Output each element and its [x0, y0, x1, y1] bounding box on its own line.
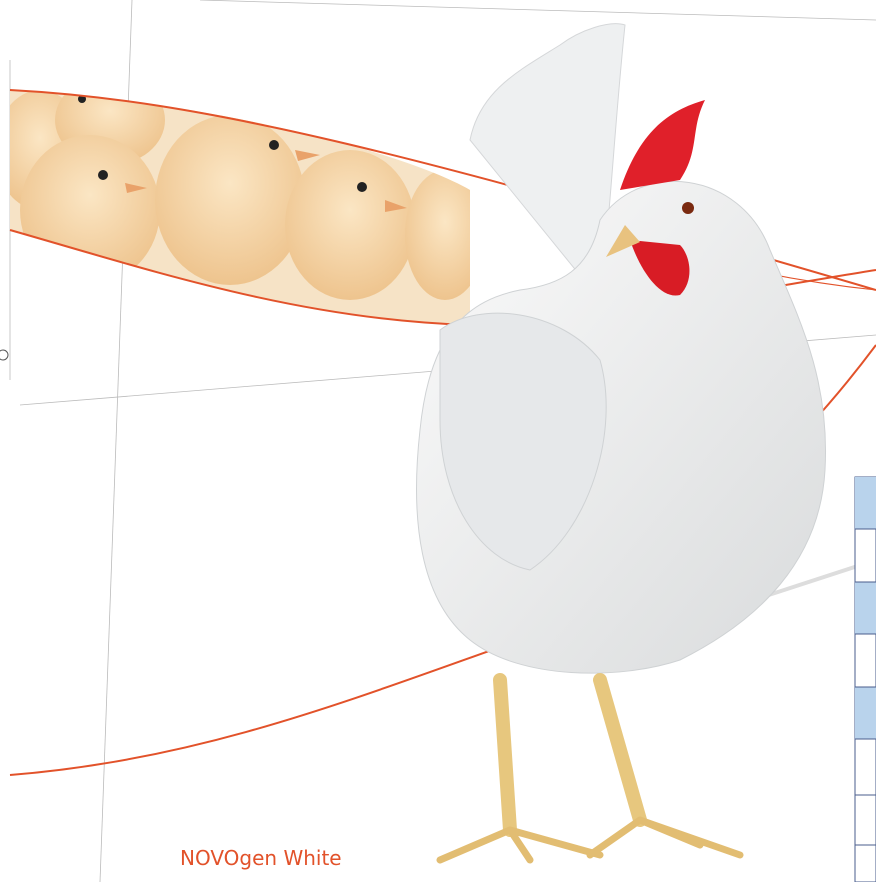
marker [0, 350, 8, 360]
page: {"caption": "NOVOgen White"} [0, 0, 876, 882]
hen-photo [417, 24, 826, 860]
caption: NOVOgen White [180, 846, 342, 870]
brochure-page: NOVOgen White [0, 0, 876, 882]
table-edge [855, 477, 876, 882]
chicks-photo [0, 75, 485, 340]
